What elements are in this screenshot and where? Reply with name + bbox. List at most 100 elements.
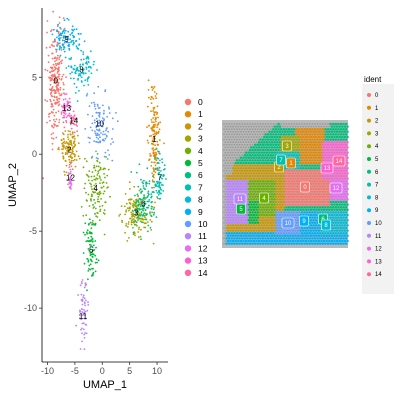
spatial-spot bbox=[272, 164, 275, 167]
spatial-spot bbox=[339, 231, 343, 235]
umap-point-cluster-6 bbox=[151, 186, 154, 189]
spatial-spot bbox=[240, 179, 244, 183]
spatial-spot bbox=[274, 179, 278, 183]
umap-point-cluster-5 bbox=[86, 258, 89, 260]
umap-point-cluster-0 bbox=[58, 121, 60, 124]
spatial-spot bbox=[257, 218, 261, 222]
spatial-spot bbox=[248, 179, 252, 183]
spatial-spot bbox=[313, 174, 317, 178]
spatial-spot bbox=[303, 169, 306, 173]
spatial-spot bbox=[230, 174, 234, 178]
spatial-spot bbox=[330, 192, 334, 196]
spatial-spot bbox=[341, 166, 344, 170]
umap-point-cluster-11 bbox=[85, 332, 88, 335]
spatial-background-spot bbox=[328, 125, 331, 128]
umap-point-cluster-3 bbox=[137, 195, 140, 198]
umap-point-cluster-4 bbox=[99, 210, 101, 213]
spatial-spot bbox=[229, 198, 232, 201]
umap-point-cluster-11 bbox=[85, 299, 87, 302]
umap-point-cluster-3 bbox=[132, 206, 135, 209]
spatial-spot bbox=[300, 148, 304, 152]
umap-point-cluster-13 bbox=[62, 98, 65, 101]
spatial-spot bbox=[244, 166, 248, 170]
ident-label-4: 4 bbox=[375, 144, 379, 150]
ident-label-5: 5 bbox=[375, 157, 379, 163]
spatial-spot bbox=[268, 161, 271, 165]
umap-point-cluster-10 bbox=[96, 103, 99, 106]
umap-point-cluster-9 bbox=[68, 43, 70, 46]
umap-point-cluster-13 bbox=[68, 97, 71, 100]
umap-point-cluster-0 bbox=[48, 115, 50, 118]
spatial-spot bbox=[339, 226, 343, 230]
spatial-spot bbox=[300, 200, 304, 204]
spatial-background-spot bbox=[240, 151, 242, 154]
spatial-background-spot bbox=[234, 136, 237, 138]
spatial-background-spot bbox=[271, 125, 273, 128]
umap-point-cluster-4 bbox=[102, 185, 105, 188]
spatial-spot bbox=[244, 172, 248, 175]
umap-point-cluster-4 bbox=[107, 168, 110, 171]
spatial-spot bbox=[341, 172, 344, 175]
spatial-spot bbox=[326, 200, 330, 204]
spatial-background-spot bbox=[282, 123, 285, 125]
spatial-spot bbox=[263, 187, 266, 191]
umap-point-cluster-6 bbox=[136, 216, 139, 219]
spatial-spot bbox=[304, 239, 308, 243]
umap-point-cluster-1 bbox=[151, 172, 154, 175]
spatial-spot bbox=[239, 161, 243, 165]
spatial-spot bbox=[286, 135, 289, 139]
umap-point-cluster-2 bbox=[68, 161, 71, 164]
spatial-spot bbox=[329, 138, 332, 141]
spatial-spot bbox=[287, 237, 291, 240]
spatial-spot bbox=[251, 174, 254, 178]
spatial-spot bbox=[300, 169, 304, 173]
spatial-spot bbox=[312, 213, 315, 217]
umap-point-cluster-14 bbox=[74, 117, 76, 120]
umap-point-cluster-3 bbox=[133, 216, 136, 218]
spatial-spot bbox=[255, 146, 258, 149]
spatial-spot bbox=[296, 146, 300, 149]
umap-point-cluster-2 bbox=[71, 153, 73, 155]
spatial-spot bbox=[303, 231, 306, 235]
umap-point-cluster-7 bbox=[157, 193, 160, 196]
spatial-background-spot bbox=[292, 125, 294, 128]
umap-point-cluster-2 bbox=[68, 146, 71, 149]
umap-point-cluster-6 bbox=[148, 204, 150, 207]
spatial-spot bbox=[246, 195, 249, 199]
umap-point-cluster-11 bbox=[84, 304, 87, 307]
spatial-spot bbox=[246, 221, 249, 225]
spatial-spot bbox=[338, 218, 341, 222]
umap-point-cluster-4 bbox=[96, 160, 99, 163]
spatial-spot bbox=[250, 151, 253, 154]
spatial-spot bbox=[231, 224, 235, 227]
spatial-spot bbox=[235, 185, 239, 188]
spatial-spot bbox=[321, 231, 325, 235]
spatial-spot bbox=[274, 190, 278, 193]
umap-point-cluster-4 bbox=[99, 208, 102, 211]
umap-point-cluster-7 bbox=[162, 175, 165, 178]
umap-label-cluster-3: 3 bbox=[134, 209, 139, 218]
umap-point-cluster-0 bbox=[56, 88, 58, 91]
spatial-spot bbox=[316, 211, 319, 214]
spatial-background-spot bbox=[241, 123, 244, 125]
spatial-spot bbox=[226, 203, 230, 206]
umap-point-cluster-3 bbox=[144, 226, 147, 229]
spatial-spot bbox=[326, 153, 330, 157]
umap-point-cluster-10 bbox=[91, 129, 94, 132]
umap-point-cluster-6 bbox=[138, 163, 141, 166]
spatial-spot bbox=[240, 226, 244, 230]
spatial-spot bbox=[335, 208, 339, 212]
spatial-background-spot bbox=[224, 172, 227, 175]
spatial-spot bbox=[303, 127, 306, 131]
spatial-spot bbox=[316, 164, 319, 167]
umap-point-cluster-0 bbox=[51, 52, 53, 55]
spatial-spot bbox=[278, 198, 282, 201]
spatial-background-spot bbox=[227, 156, 229, 159]
spatial-spot bbox=[244, 213, 248, 217]
spatial-spot bbox=[265, 161, 269, 165]
legend-label-5: 5 bbox=[198, 158, 203, 168]
umap-point-cluster-3 bbox=[136, 224, 138, 227]
umap-point-cluster-10 bbox=[110, 143, 112, 145]
umap-point-cluster-1 bbox=[155, 97, 158, 100]
spatial-spot bbox=[230, 200, 234, 204]
